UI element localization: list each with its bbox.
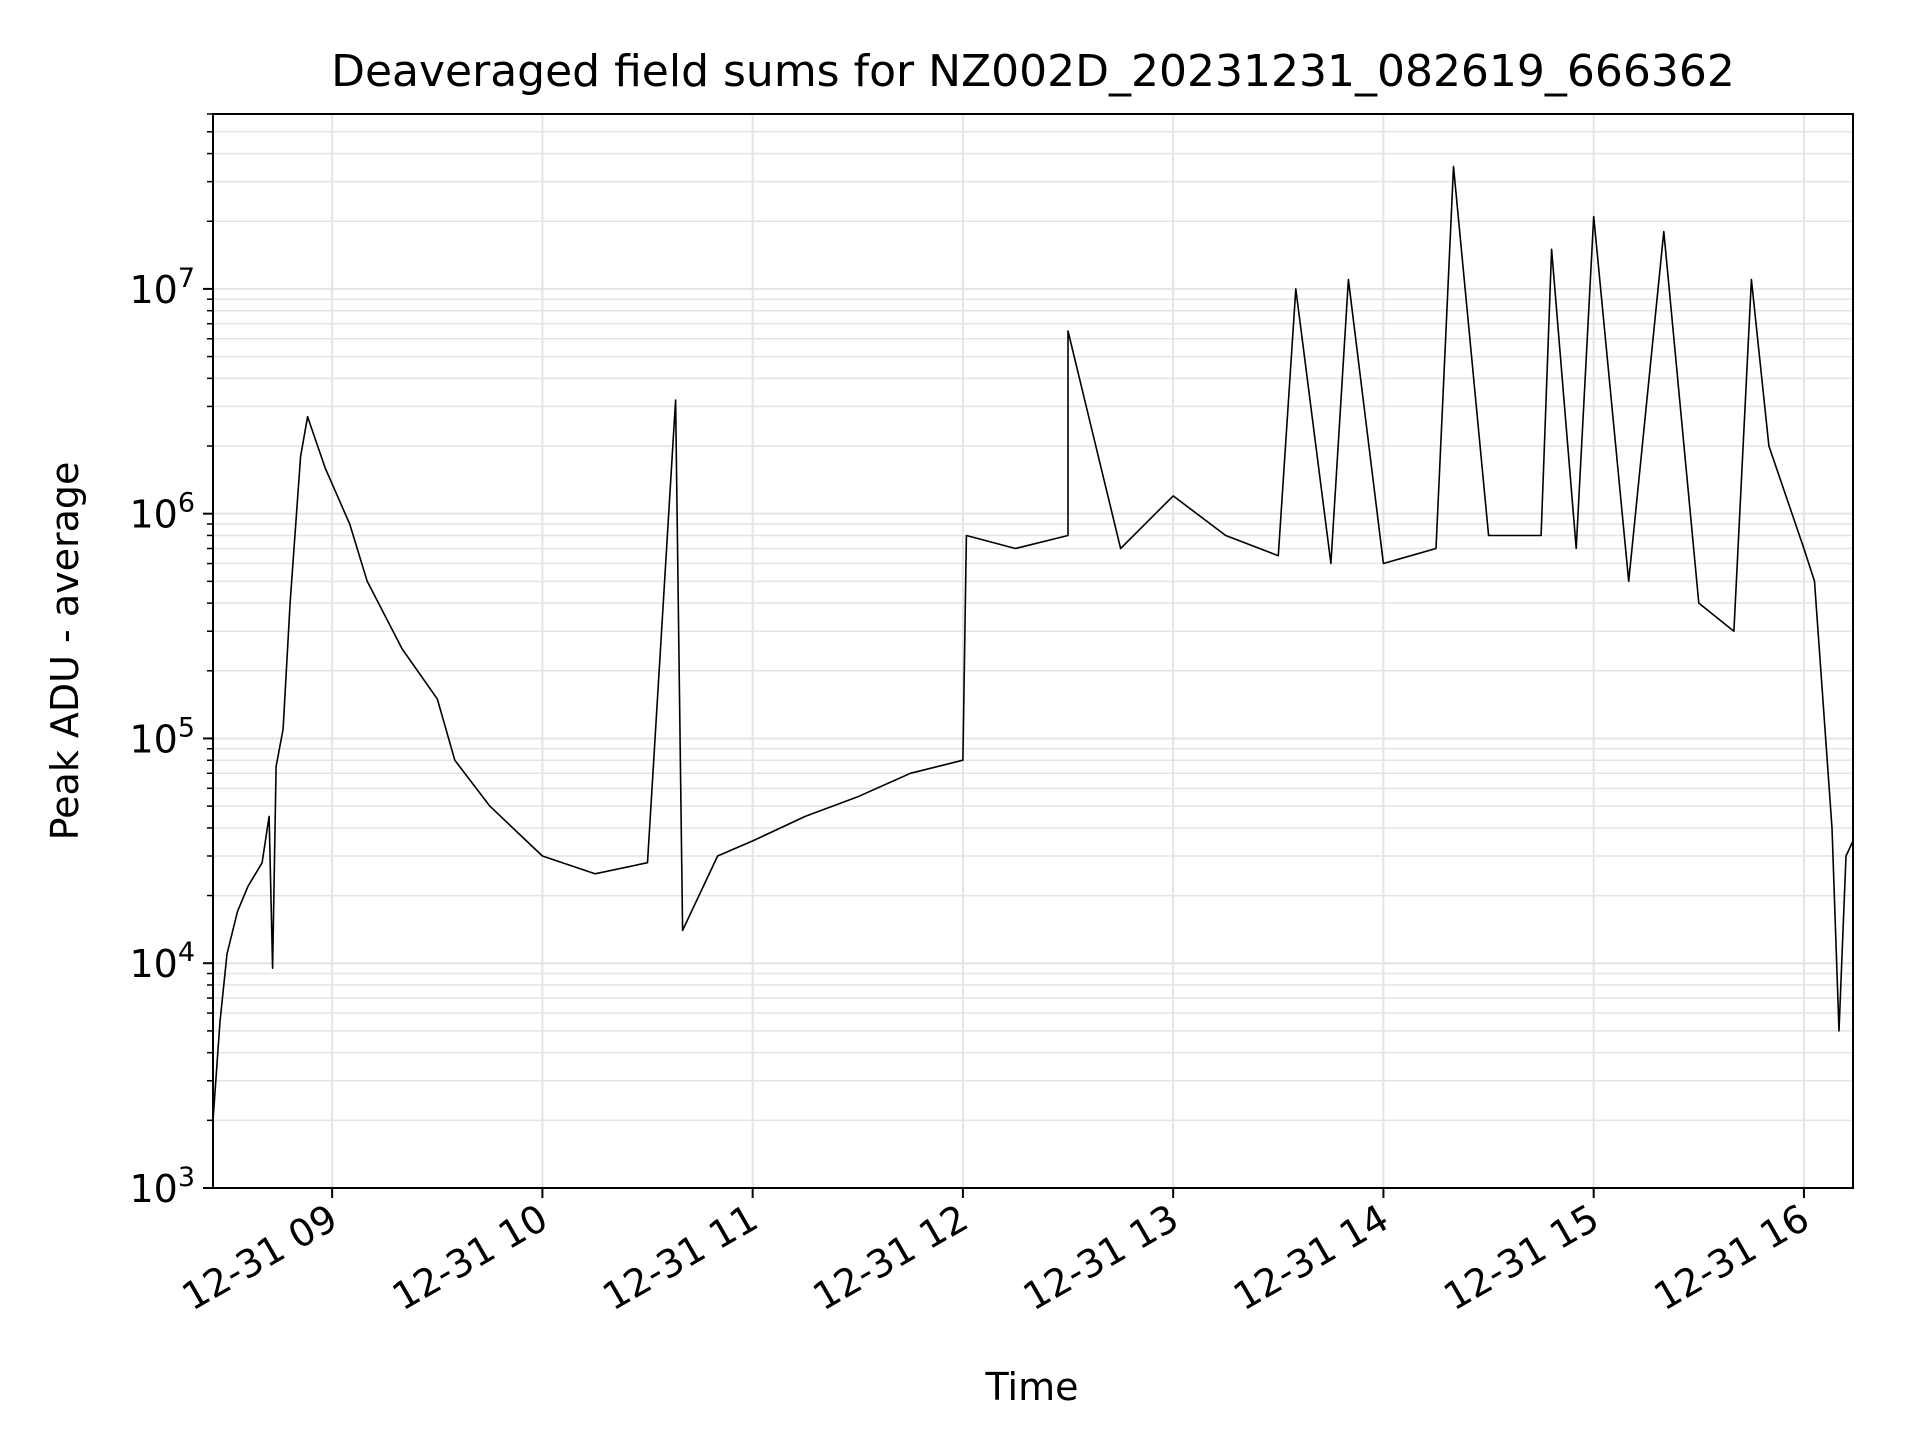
grid bbox=[213, 113, 1853, 1189]
y-axis-label: Peak ADU - average bbox=[43, 462, 87, 841]
y-tick-label: 107 bbox=[129, 263, 195, 312]
y-tick-label: 105 bbox=[129, 712, 195, 761]
series-line bbox=[212, 165, 1854, 1121]
y-tick-label: 106 bbox=[129, 488, 195, 537]
x-axis-label: Time bbox=[985, 1365, 1079, 1409]
y-axis: 103 104 105 106 107 bbox=[129, 113, 213, 1211]
y-tick-label: 103 bbox=[129, 1162, 195, 1211]
chart-title: Deaveraged field sums for NZ002D_2023123… bbox=[331, 46, 1735, 97]
series bbox=[212, 165, 1854, 1121]
y-tick-label: 104 bbox=[129, 937, 195, 986]
plot-frame bbox=[212, 113, 1854, 1189]
